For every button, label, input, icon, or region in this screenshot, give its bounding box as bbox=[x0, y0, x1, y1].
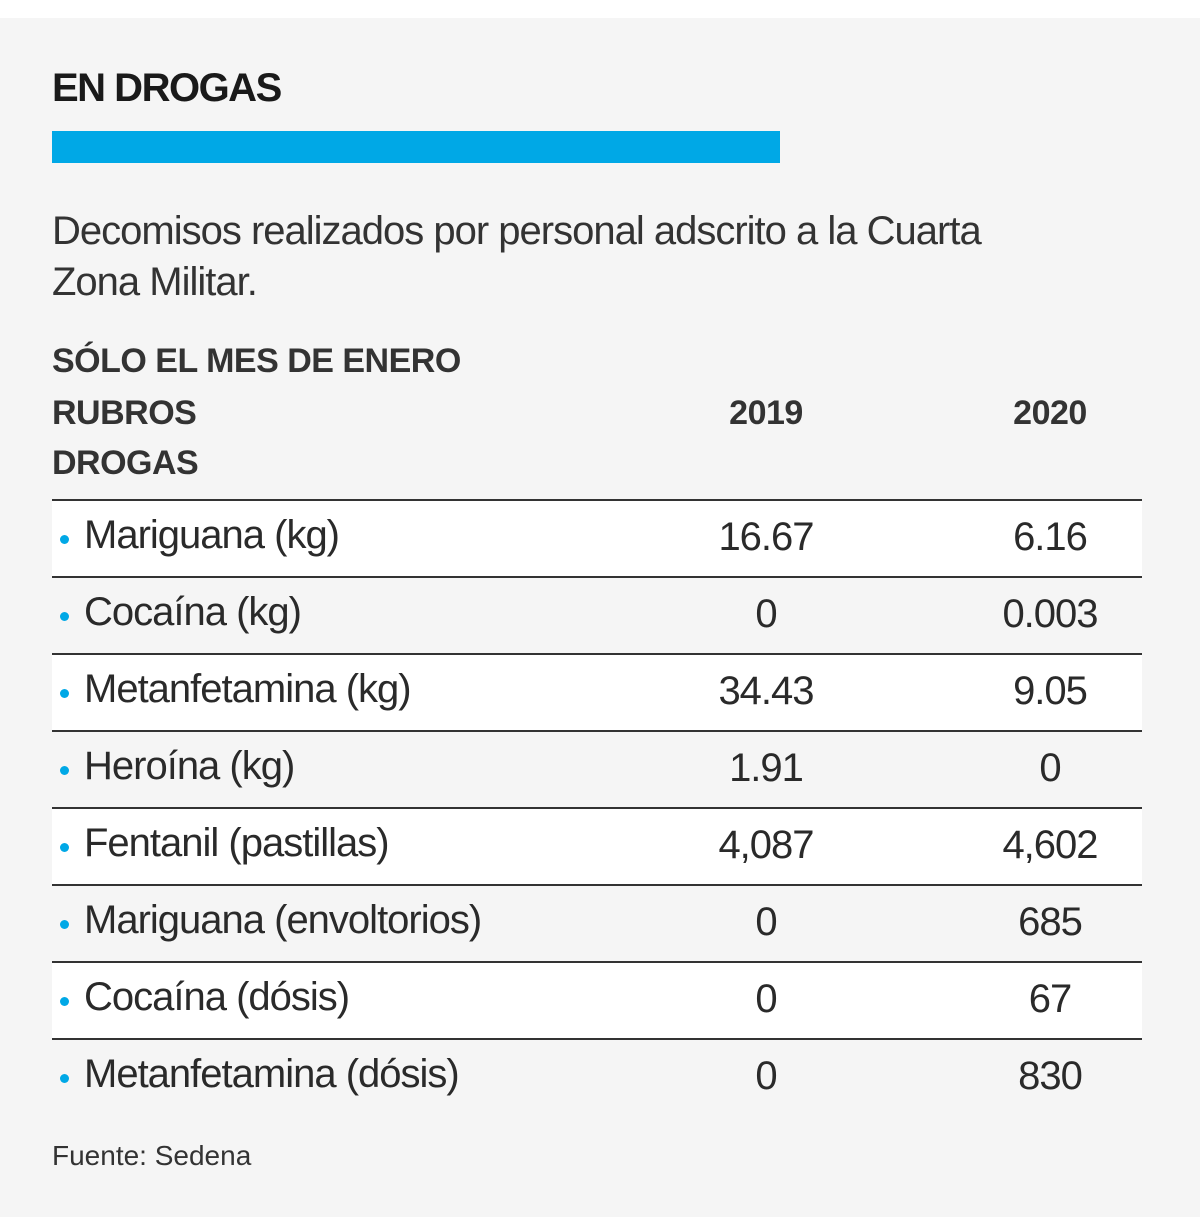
accent-bar bbox=[52, 131, 780, 163]
value-2019: 0 bbox=[755, 977, 777, 1021]
bullet-icon bbox=[60, 612, 69, 621]
table-row: Mariguana (kg) 16.67 6.16 bbox=[52, 499, 1142, 576]
value-2020: 4,602 bbox=[1002, 823, 1098, 867]
row-label: Cocaína (dósis) bbox=[84, 975, 350, 1019]
row-label: Mariguana (kg) bbox=[84, 513, 340, 557]
infographic-title: EN DROGAS bbox=[52, 66, 282, 110]
bullet-icon bbox=[60, 1074, 69, 1083]
value-2019: 34.43 bbox=[718, 669, 814, 713]
value-2020: 67 bbox=[1028, 977, 1073, 1021]
value-2019: 4,087 bbox=[718, 823, 814, 867]
table-row: Mariguana (envoltorios) 0 685 bbox=[52, 884, 1142, 961]
bullet-icon bbox=[60, 766, 69, 775]
table-row: Fentanil (pastillas) 4,087 4,602 bbox=[52, 807, 1142, 884]
data-table: Mariguana (kg) 16.67 6.16 Cocaína (kg) 0 0.00… bbox=[52, 499, 1142, 1115]
row-label: Cocaína (kg) bbox=[84, 590, 302, 634]
row-label: Mariguana (envoltorios) bbox=[84, 898, 482, 942]
value-2020: 6.16 bbox=[1013, 515, 1088, 559]
table-row: Cocaína (kg) 0 0.003 bbox=[52, 576, 1142, 653]
row-label: Metanfetamina (dósis) bbox=[84, 1052, 460, 1096]
value-2019: 0 bbox=[755, 900, 777, 944]
table-row: Cocaína (dósis) 0 67 bbox=[52, 961, 1142, 1038]
column-header-rubros: RUBROS bbox=[52, 394, 197, 432]
column-header-2020: 2020 bbox=[1013, 394, 1087, 432]
value-2020: 0.003 bbox=[1002, 592, 1098, 636]
column-header-drogas: DROGAS bbox=[52, 444, 199, 482]
source-note: Fuente: Sedena bbox=[52, 1140, 252, 1171]
bullet-icon bbox=[60, 535, 69, 544]
row-label: Heroína (kg) bbox=[84, 744, 295, 788]
value-2020: 0 bbox=[1039, 746, 1061, 790]
table-row: Heroína (kg) 1.91 0 bbox=[52, 730, 1142, 807]
value-2020: 9.05 bbox=[1013, 669, 1088, 713]
infographic-subtitle: Decomisos realizados por personal adscri… bbox=[52, 209, 982, 304]
table-row: Metanfetamina (dósis) 0 830 bbox=[52, 1038, 1142, 1115]
value-2019: 0 bbox=[755, 1054, 777, 1098]
bullet-icon bbox=[60, 689, 69, 698]
value-2019: 1.91 bbox=[729, 746, 804, 790]
bullet-icon bbox=[60, 920, 69, 929]
row-label: Fentanil (pastillas) bbox=[84, 821, 390, 865]
value-2019: 16.67 bbox=[718, 515, 814, 559]
table-caption: SÓLO EL MES DE ENERO bbox=[52, 342, 461, 380]
bullet-icon bbox=[60, 997, 69, 1006]
value-2019: 0 bbox=[755, 592, 777, 636]
bullet-icon bbox=[60, 843, 69, 852]
row-label: Metanfetamina (kg) bbox=[84, 667, 412, 711]
value-2020: 685 bbox=[1018, 900, 1083, 944]
column-header-2019: 2019 bbox=[729, 394, 803, 432]
value-2020: 830 bbox=[1018, 1054, 1083, 1098]
table-row: Metanfetamina (kg) 34.43 9.05 bbox=[52, 653, 1142, 730]
